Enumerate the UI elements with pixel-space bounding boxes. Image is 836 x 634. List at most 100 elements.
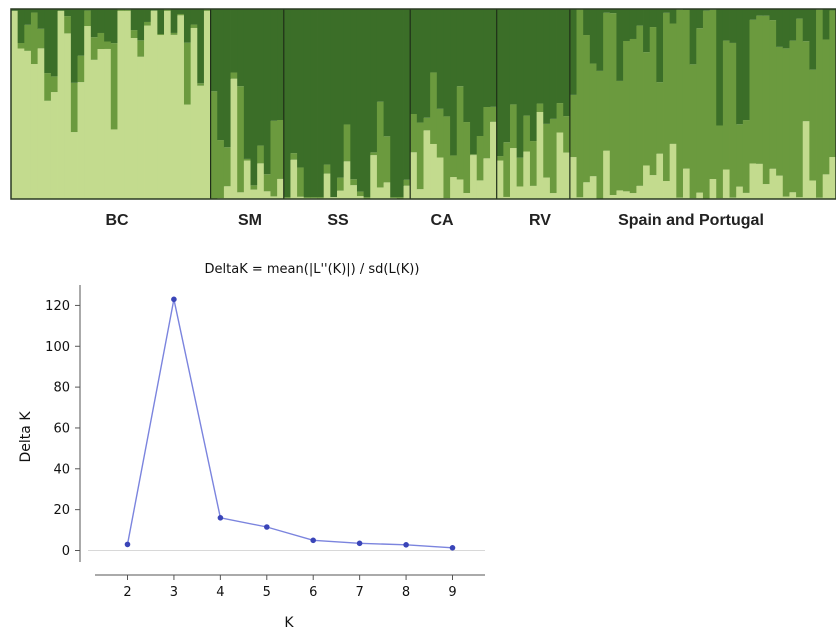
admixture-bar-segment [157,9,165,35]
admixture-bar-segment [410,9,418,115]
admixture-bar-segment [337,177,345,191]
admixture-bar-segment [190,27,198,199]
admixture-bar-segment [217,140,225,199]
admixture-bar-segment [263,174,271,192]
admixture-bar-segment [436,9,444,109]
admixture-bar-segment [696,28,704,193]
admixture-bar-segment [37,48,45,199]
admixture-bar-segment [343,124,351,162]
admixture-bar-segment [549,118,557,194]
admixture-bar-segment [456,9,464,87]
admixture-bar-segment [376,101,384,188]
admixture-bar-segment [656,82,664,154]
admixture-bar-segment [104,9,112,42]
admixture-bar-segment [696,192,704,199]
pop-label-rv: RV [529,212,551,229]
chart-axes [79,285,485,576]
admixture-bar-segment [356,196,365,199]
admixture-bar-segment [549,9,557,119]
pop-label-ca: CA [430,212,454,229]
admixture-bar-segment [776,46,784,176]
admixture-bar-segment [676,9,684,198]
admixture-bar-segment [170,9,178,33]
admixture-bar-segment [183,104,192,199]
admixture-bar-segment [337,9,345,178]
admixture-bar-segment [483,9,491,108]
admixture-bar-segment [689,64,697,199]
admixture-bar-segment [257,9,265,146]
x-tick-label: 2 [123,585,131,600]
admixture-bar-segment [290,9,298,154]
admixture-bar-segment [24,9,32,25]
admixture-bar-segment [84,26,92,200]
admixture-bar-segment [17,43,25,49]
admixture-bar-segment [563,152,571,199]
deltak-point [449,545,456,551]
admixture-bar-segment [310,197,318,199]
admixture-bar-segment [669,23,677,144]
admixture-bar-segment [523,151,531,199]
admixture-bar-segment [64,16,72,34]
admixture-bar-segment [802,121,810,199]
admixture-bar-segment [297,9,305,168]
population-labels: BC SM SS CA RV Spain and Portugal [105,212,763,229]
admixture-bar-segment [556,9,564,104]
admixture-bar-segment [104,48,112,199]
admixture-bar-segment [536,103,544,112]
admixture-bar-segment [696,9,704,29]
admixture-bar-segment [576,9,584,198]
admixture-bar-segment [197,9,205,84]
admixture-bar-segment [277,120,285,179]
admixture-bar-segment [443,9,451,117]
admixture-bar-segment [762,9,770,16]
y-tick-label: 60 [53,421,70,436]
admixture-bar-segment [164,10,172,200]
admixture-bar-segment [729,9,737,43]
admixture-bar-segment [742,192,750,199]
admixture-bar-segment [629,9,637,39]
admixture-bar-segment [829,10,836,158]
admixture-bar-segment [150,10,158,11]
admixture-bar-segment [44,73,52,101]
admixture-bar-segment [330,9,338,198]
admixture-bar-segment [749,163,757,199]
deltak-series-line [126,299,453,549]
admixture-bar-segment [24,24,32,51]
admixture-bar-segment [77,55,85,83]
admixture-bar-segment [363,9,371,198]
admixture-bar-segment [410,152,418,199]
admixture-bar-segment [809,69,817,181]
admixture-bar-segment [782,196,790,199]
admixture-bar-segment [110,129,118,199]
admixture-bar-segment [257,145,265,164]
admixture-bar-segment [44,100,52,199]
admixture-bar-segment [569,9,577,95]
admixture-bar-segment [736,9,744,125]
admixture-bar-segment [623,9,631,41]
admixture-bar-segment [50,92,58,199]
admixture-bar-segment [756,9,764,16]
admixture-bar-segment [110,43,118,130]
admixture-bar-segment [756,163,764,199]
admixture-bar-segment [583,9,591,36]
admixture-bar-segment [782,48,790,197]
admixture-bar-segment [277,9,285,120]
admixture-bar-segment [390,197,398,199]
admixture-bar-segment [636,185,644,199]
admixture-bar-segment [50,76,58,93]
admixture-bar-segment [157,35,165,199]
admixture-bar-segment [310,9,318,198]
admixture-bar-segment [470,154,478,156]
admixture-bar-segment [423,117,431,131]
admixture-bar-segment [529,9,537,142]
admixture-bar-segment [57,9,65,11]
admixture-bar-segment [450,177,458,199]
admixture-bar-segment [490,106,498,122]
admixture-bar-segment [663,9,671,13]
admixture-bar-segment [223,9,231,148]
admixture-bar-segment [616,190,624,199]
pop-label-ss: SS [327,212,349,229]
admixture-bar-segment [90,37,98,60]
admixture-bar-segment [11,9,19,11]
admixture-bar-segment [64,9,72,17]
